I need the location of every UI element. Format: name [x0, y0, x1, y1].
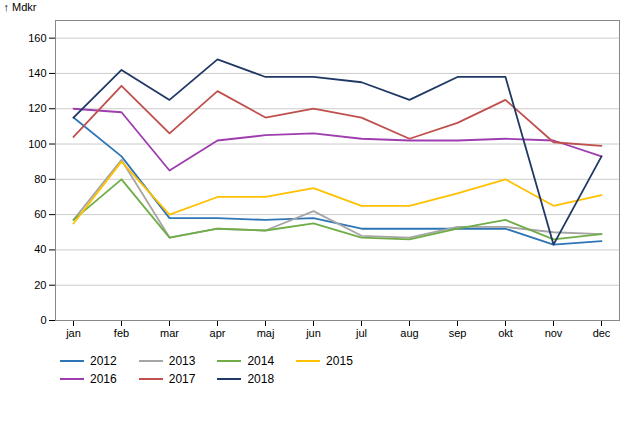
svg-text:120: 120 — [28, 102, 46, 114]
svg-text:dec: dec — [593, 327, 611, 339]
html-text:2014: 2014 — [247, 354, 275, 368]
html-text:2012: 2012 — [90, 354, 117, 368]
svg-text:160: 160 — [28, 32, 46, 44]
svg-text:jun: jun — [305, 327, 321, 339]
svg-text:jan: jan — [65, 327, 81, 339]
svg-text:↑ Mdkr: ↑ Mdkr — [4, 1, 37, 13]
svg-text:140: 140 — [28, 67, 46, 79]
html-text:2018: 2018 — [247, 372, 275, 386]
svg-text:60: 60 — [34, 208, 46, 220]
svg-text:40: 40 — [34, 243, 46, 255]
html-text:2013: 2013 — [168, 354, 196, 368]
svg-text:nov: nov — [545, 327, 563, 339]
svg-text:80: 80 — [34, 173, 46, 185]
svg-text:apr: apr — [210, 327, 226, 339]
svg-text:sep: sep — [449, 327, 467, 339]
svg-text:okt: okt — [498, 327, 513, 339]
svg-text:0: 0 — [40, 314, 46, 326]
svg-text:maj: maj — [257, 327, 275, 339]
svg-text:aug: aug — [400, 327, 418, 339]
svg-text:feb: feb — [114, 327, 129, 339]
html-text:2015: 2015 — [326, 354, 353, 368]
svg-text:100: 100 — [28, 138, 46, 150]
svg-text:jul: jul — [355, 327, 367, 339]
html-text:2017: 2017 — [168, 372, 196, 386]
svg-text:20: 20 — [34, 279, 46, 291]
html-text:2016: 2016 — [90, 372, 117, 386]
svg-text:mar: mar — [160, 327, 179, 339]
